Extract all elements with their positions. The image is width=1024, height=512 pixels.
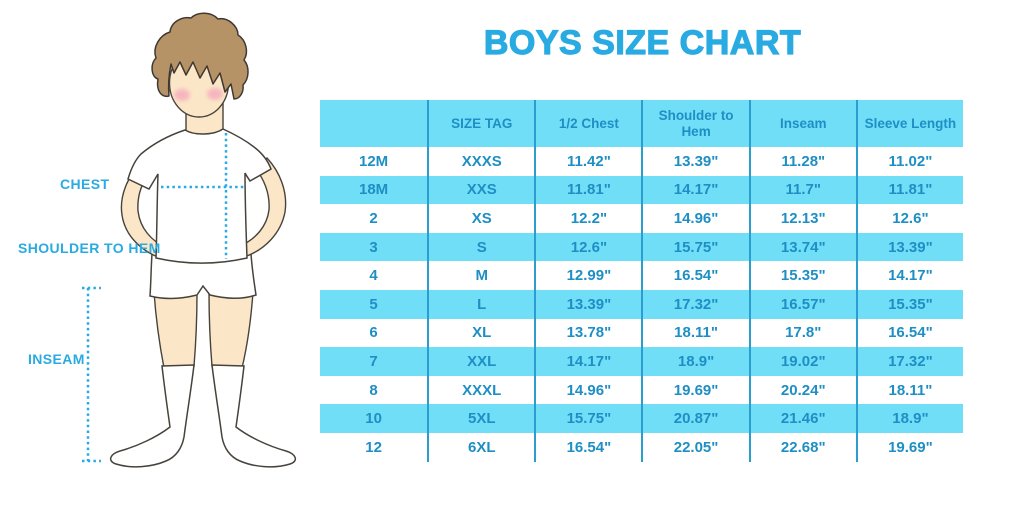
row-value-cell: XXS: [427, 175, 535, 205]
inseam-label: INSEAM: [28, 351, 85, 367]
row-value-cell: 14.17": [855, 261, 963, 290]
row-value-cell: 12.6": [855, 204, 963, 233]
row-size-cell: 6: [320, 318, 428, 348]
row-value-cell: 15.75": [534, 404, 642, 433]
row-value-cell: 13.74": [748, 232, 856, 262]
boy-illustration: CHEST SHOULDER TO HEM INSEAM: [0, 0, 320, 512]
row-value-cell: 16.54": [641, 261, 749, 290]
row-size-cell: 12M: [320, 147, 428, 176]
row-value-cell: 11.28": [748, 147, 856, 176]
row-value-cell: 18.11": [641, 318, 749, 348]
row-value-cell: 16.54": [855, 318, 963, 348]
row-size-cell: 3: [320, 232, 428, 262]
row-value-cell: 17.32": [641, 289, 749, 319]
row-size-cell: 4: [320, 261, 428, 290]
header-cell: Inseam: [748, 100, 856, 147]
boy-shorts: [149, 253, 257, 300]
row-value-cell: XS: [427, 204, 535, 233]
row-value-cell: S: [427, 232, 535, 262]
row-value-cell: 12.6": [534, 232, 642, 262]
row-value-cell: 12.13": [748, 204, 856, 233]
boy-right-cheek: [207, 88, 223, 100]
row-value-cell: 5XL: [427, 404, 535, 433]
row-value-cell: 11.81": [855, 175, 963, 205]
boy-left-sock: [109, 364, 195, 468]
row-value-cell: 19.02": [748, 347, 856, 376]
row-size-cell: 18M: [320, 175, 428, 205]
row-size-cell: 2: [320, 204, 428, 233]
row-value-cell: 12.99": [534, 261, 642, 290]
row-value-cell: 18.11": [855, 375, 963, 405]
page-title: BOYS SIZE CHART: [483, 23, 802, 62]
header-empty-cell: [320, 100, 428, 147]
boy-right-sock: [211, 364, 297, 468]
header-cell: Sleeve Length: [855, 100, 963, 147]
boy-left-leg: [153, 291, 198, 369]
row-value-cell: 16.57": [748, 289, 856, 319]
boy-left-cheek: [174, 89, 190, 101]
row-value-cell: 20.87": [641, 404, 749, 433]
row-value-cell: 6XL: [427, 432, 535, 462]
row-value-cell: 22.68": [748, 432, 856, 462]
row-value-cell: 11.7": [748, 175, 856, 205]
row-value-cell: XXXL: [427, 375, 535, 405]
boy-tshirt: [127, 128, 272, 264]
row-value-cell: 14.96": [641, 204, 749, 233]
boy-right-leg: [208, 291, 254, 369]
row-value-cell: XXXS: [427, 147, 535, 176]
header-cell: Shoulder to Hem: [641, 100, 749, 147]
row-value-cell: M: [427, 261, 535, 290]
row-value-cell: XXL: [427, 347, 535, 376]
row-value-cell: 18.9": [855, 404, 963, 433]
row-value-cell: 22.05": [641, 432, 749, 462]
row-value-cell: 17.8": [748, 318, 856, 348]
row-value-cell: 11.81": [534, 175, 642, 205]
row-value-cell: 13.39": [855, 232, 963, 262]
row-value-cell: 11.02": [855, 147, 963, 176]
row-value-cell: 19.69": [641, 375, 749, 405]
row-value-cell: 19.69": [855, 432, 963, 462]
size-chart-table: SIZE TAG 1/2 Chest Shoulder to Hem Inseam Sl…: [320, 100, 963, 462]
row-value-cell: 18.9": [641, 347, 749, 376]
row-value-cell: 20.24": [748, 375, 856, 405]
header-cell: 1/2 Chest: [534, 100, 642, 147]
row-value-cell: 15.35": [748, 261, 856, 290]
row-value-cell: 17.32": [855, 347, 963, 376]
row-value-cell: 14.96": [534, 375, 642, 405]
row-value-cell: 21.46": [748, 404, 856, 433]
row-size-cell: 5: [320, 289, 428, 319]
row-value-cell: 14.17": [641, 175, 749, 205]
row-value-cell: 14.17": [534, 347, 642, 376]
boy-hair: [151, 12, 249, 100]
header-cell: SIZE TAG: [427, 100, 535, 147]
row-value-cell: 16.54": [534, 432, 642, 462]
row-value-cell: 13.39": [641, 147, 749, 176]
row-size-cell: 12: [320, 432, 428, 462]
row-size-cell: 7: [320, 347, 428, 376]
row-value-cell: 11.42": [534, 147, 642, 176]
row-size-cell: 10: [320, 404, 428, 433]
boy-figure-svg: [82, 12, 297, 468]
row-value-cell: 13.78": [534, 318, 642, 348]
row-value-cell: 13.39": [534, 289, 642, 319]
row-value-cell: 15.35": [855, 289, 963, 319]
row-value-cell: XL: [427, 318, 535, 348]
shoulder-to-hem-label: SHOULDER TO HEM: [18, 240, 161, 256]
chest-label: CHEST: [60, 176, 110, 192]
row-value-cell: L: [427, 289, 535, 319]
row-value-cell: 15.75": [641, 232, 749, 262]
row-size-cell: 8: [320, 375, 428, 405]
row-value-cell: 12.2": [534, 204, 642, 233]
